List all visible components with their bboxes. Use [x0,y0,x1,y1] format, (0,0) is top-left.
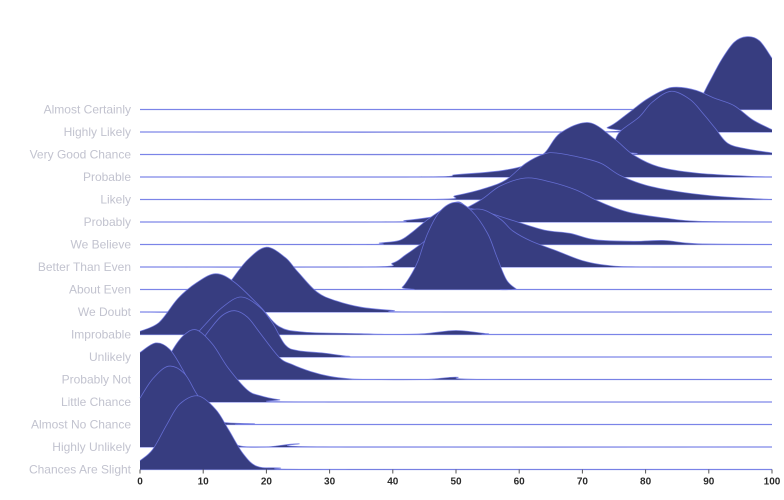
row-label: Probably Not [62,373,132,387]
ridge-outline-about-even [139,201,773,291]
x-tick-label: 20 [261,477,273,488]
ridge-area-we-doubt [140,247,772,313]
x-tick-label: 80 [640,477,652,488]
ridge-area-little-chance [140,329,772,403]
x-axis: 0 10 20 30 40 50 60 70 80 90 100 [137,469,781,488]
row-label: Probable [83,170,131,184]
ridge-outline-probable [139,122,773,178]
row-label: About Even [69,283,131,297]
ridge-area-likely [140,152,772,200]
ridge-outline-improbable [139,273,773,335]
ridge-area-probably-not [140,310,772,380]
x-tick-label: 10 [198,477,210,488]
x-tick-label: 100 [764,477,781,488]
row-labels: Almost Certainly Highly Likely Very Good C… [29,103,132,477]
x-tick-label: 40 [387,477,399,488]
ridge-area-probably [140,177,772,223]
x-tick-label: 30 [324,477,336,488]
row-label: Better Than Even [38,260,131,274]
row-label: Chances Are Slight [29,463,132,477]
row-label: Unlikely [89,350,131,364]
ridge-very-good-chance [139,90,773,156]
ridge-chances-are-slight [139,395,773,471]
row-label: Almost No Chance [31,418,131,432]
row-label: Little Chance [61,395,131,409]
row-label: Very Good Chance [30,148,132,162]
ridge-area-chances-are-slight [140,395,772,470]
x-tick-label: 50 [450,477,462,488]
row-label: Almost Certainly [44,103,131,117]
row-label: Highly Likely [64,125,131,139]
row-label: Likely [100,193,131,207]
x-tick-label: 90 [703,477,715,488]
ridge-outline-better-than-even [139,208,773,268]
ridge-outline-probably-not [139,310,773,381]
row-label: Highly Unlikely [52,440,131,454]
row-label: We Doubt [78,305,132,319]
ridge-probable [139,122,773,178]
x-tick-label: 0 [137,477,143,488]
ridge-outline-likely [139,152,773,201]
ridge-outline-little-chance [139,329,773,403]
row-label: Probably [84,215,131,229]
x-tick-label: 70 [577,477,589,488]
ridge-likely [139,152,773,201]
ridge-outline-chances-are-slight [139,395,773,471]
row-label: We Believe [71,238,132,252]
ridge-area-very-good-chance [140,91,772,155]
ridge-area-about-even [140,202,772,290]
ridge-little-chance [139,329,773,403]
ridge-area-probable [140,122,772,178]
ridge-probably-not [139,310,773,381]
row-label: Improbable [71,328,131,342]
ridges [139,36,773,471]
x-tick-label: 60 [514,477,526,488]
ridge-outline-probably [139,177,773,223]
